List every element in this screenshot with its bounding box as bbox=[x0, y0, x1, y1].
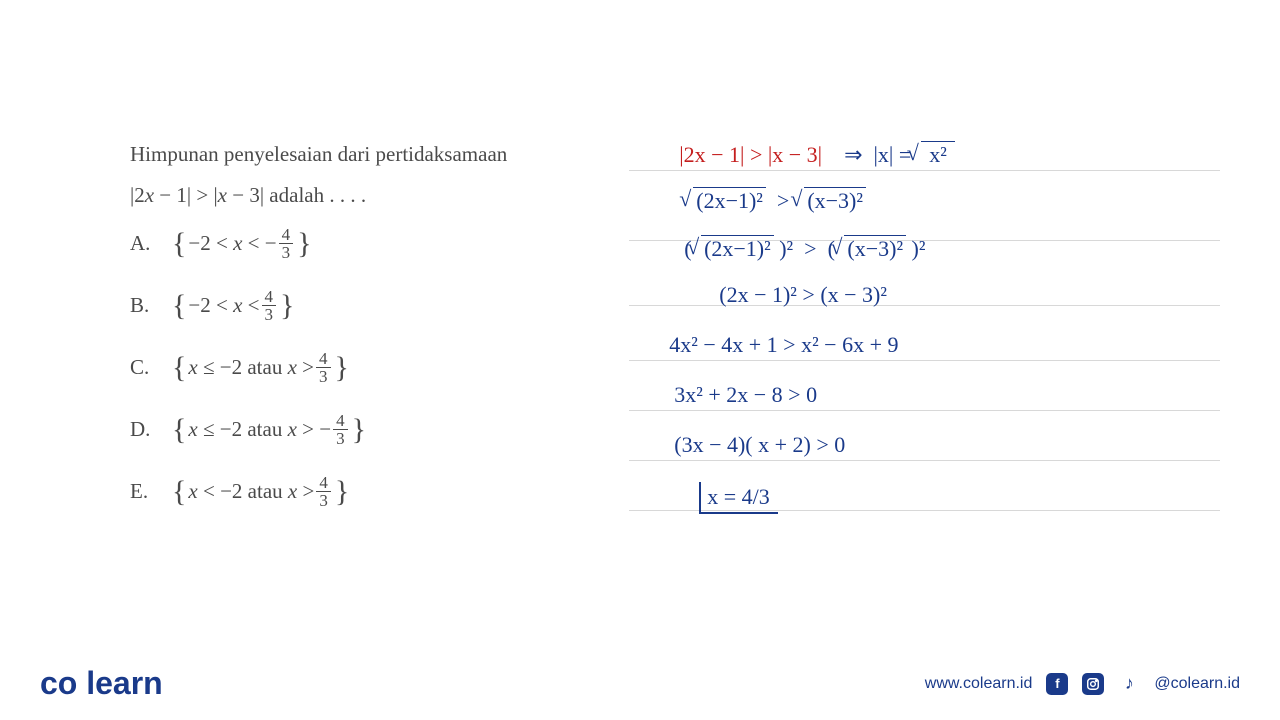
option-b: B. −2 < x < 43 bbox=[130, 285, 549, 327]
option-c: C. x ≤ −2 atau x > 43 bbox=[130, 347, 549, 389]
options-list: A. −2 < x < −43 B. −2 < x < 43 C. x ≤ −2… bbox=[130, 223, 549, 513]
footer-url: www.colearn.id bbox=[925, 675, 1033, 693]
option-e: E. x < −2 atau x > 43 bbox=[130, 471, 549, 513]
hw-step-4: (2x − 1)² > (x − 3)² bbox=[719, 282, 887, 308]
hw-step-1: |2x − 1| > |x − 3| ⇒ |x| = x² bbox=[679, 142, 955, 168]
option-letter: C. bbox=[130, 353, 154, 382]
footer-handle: @colearn.id bbox=[1154, 675, 1240, 693]
option-content: x ≤ −2 atau x > −43 bbox=[172, 409, 366, 451]
facebook-icon: f bbox=[1046, 673, 1068, 695]
hw-step-6: 3x² + 2x − 8 > 0 bbox=[674, 382, 817, 408]
ruled-line bbox=[629, 410, 1220, 411]
option-letter: D. bbox=[130, 415, 154, 444]
question-line-2: |2x − 1| > |x − 3| adalah . . . . bbox=[130, 181, 549, 210]
hw-step-7: (3x − 4)( x + 2) > 0 bbox=[674, 432, 845, 458]
option-content: −2 < x < −43 bbox=[172, 223, 312, 265]
option-content: x < −2 atau x > 43 bbox=[172, 471, 349, 513]
option-letter: B. bbox=[130, 291, 154, 320]
ruled-line bbox=[629, 460, 1220, 461]
hw-step-5: 4x² − 4x + 1 > x² − 6x + 9 bbox=[669, 332, 898, 358]
option-letter: A. bbox=[130, 229, 154, 258]
option-content: x ≤ −2 atau x > 43 bbox=[172, 347, 349, 389]
question-panel: Himpunan penyelesaian dari pertidaksamaa… bbox=[130, 140, 549, 533]
question-line-1: Himpunan penyelesaian dari pertidaksamaa… bbox=[130, 140, 549, 169]
option-content: −2 < x < 43 bbox=[172, 285, 294, 327]
ruled-line bbox=[629, 360, 1220, 361]
ruled-line bbox=[629, 305, 1220, 306]
colearn-logo: co learn bbox=[40, 665, 163, 702]
tiktok-icon: ♪ bbox=[1118, 673, 1140, 695]
footer: co learn www.colearn.id f ♪ @colearn.id bbox=[0, 665, 1280, 702]
option-a: A. −2 < x < −43 bbox=[130, 223, 549, 265]
handwriting-panel: |2x − 1| > |x − 3| ⇒ |x| = x² (2x−1)² > … bbox=[629, 140, 1220, 533]
instagram-icon bbox=[1082, 673, 1104, 695]
ruled-line bbox=[629, 170, 1220, 171]
hw-step-3: ( (2x−1)² )² > ( (x−3)² )² bbox=[684, 236, 925, 262]
option-letter: E. bbox=[130, 477, 154, 506]
hw-step-2: (2x−1)² > (x−3)² bbox=[689, 188, 866, 214]
hw-step-8: x = 4/3 bbox=[699, 482, 778, 514]
footer-right: www.colearn.id f ♪ @colearn.id bbox=[925, 673, 1240, 695]
option-d: D. x ≤ −2 atau x > −43 bbox=[130, 409, 549, 451]
